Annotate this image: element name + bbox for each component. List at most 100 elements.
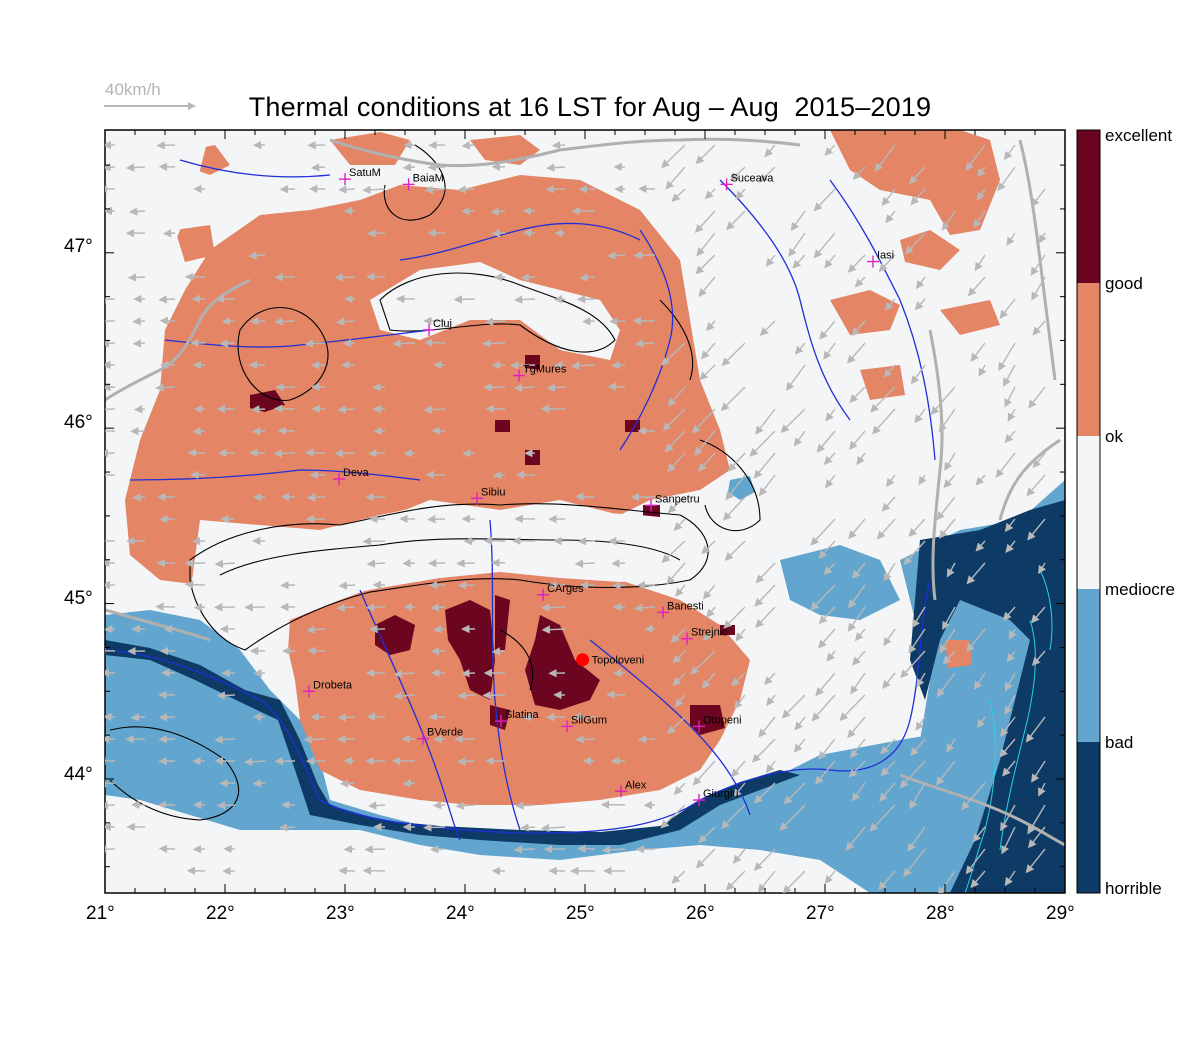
wind-arrow <box>852 650 866 666</box>
wind-arrow <box>335 317 356 326</box>
wind-arrow <box>936 760 956 786</box>
wind-arrow <box>824 144 836 156</box>
wind-arrow <box>869 804 896 832</box>
colorbar-label-excellent: excellent <box>1105 126 1173 145</box>
wind-arrow <box>1001 826 1016 855</box>
wind-arrow <box>671 188 686 202</box>
wind-arrow <box>733 694 746 710</box>
wind-arrow <box>673 782 686 795</box>
wind-arrow <box>1026 474 1046 497</box>
lon-tick-28: 28° <box>926 903 955 924</box>
wind-arrow <box>520 273 536 282</box>
wind-arrow <box>883 562 896 582</box>
wind-arrow <box>666 562 686 585</box>
wind-arrow <box>670 628 686 643</box>
wind-arrow <box>854 276 866 288</box>
region-ok-north <box>190 130 1000 270</box>
wind-arrow <box>730 166 746 182</box>
city-label: CArges <box>547 583 584 595</box>
colorbar-label-mediocre: mediocre <box>1105 580 1175 599</box>
lon-tick-23: 23° <box>326 903 355 924</box>
wind-arrow <box>607 251 626 260</box>
country-borders <box>105 137 1065 847</box>
wind-arrow <box>690 650 716 675</box>
wind-arrow <box>310 163 326 172</box>
wind-arrow <box>995 452 1016 478</box>
wind-arrow <box>903 848 926 878</box>
wind-arrow <box>306 493 326 502</box>
wind-arrow <box>793 430 806 447</box>
wind-arrow <box>966 562 986 585</box>
wind-arrow <box>908 166 926 185</box>
wind-arrow <box>915 716 926 731</box>
wind-arrow <box>675 584 686 597</box>
wind-arrow <box>698 276 716 298</box>
wind-arrow <box>484 317 506 326</box>
wind-arrow <box>910 738 926 757</box>
wind-arrow <box>216 801 236 810</box>
wind-arrow <box>1002 606 1016 621</box>
wind-arrow <box>942 606 956 631</box>
wind-arrow <box>720 804 746 829</box>
wind-arrow <box>903 540 926 566</box>
wind-arrow <box>695 254 716 275</box>
wind-arrow <box>851 562 866 579</box>
wind-arrow <box>455 801 476 810</box>
wind-arrow <box>727 452 746 472</box>
wind-arrow <box>764 144 776 158</box>
wind-arrow <box>753 782 776 804</box>
wind-arrow <box>978 364 987 377</box>
wind-arrow <box>779 804 806 831</box>
wind-arrow <box>1004 386 1016 408</box>
wind-arrow <box>883 364 896 378</box>
region-bad-east-center <box>780 545 900 620</box>
wind-arrow <box>999 738 1016 758</box>
wind-arrow <box>1006 650 1016 663</box>
wind-arrow <box>1000 716 1016 737</box>
wind-arrow <box>850 738 866 759</box>
wind-arrow <box>974 254 986 272</box>
wind-arrow <box>911 606 926 629</box>
wind-arrow <box>700 342 716 360</box>
wind-arrow <box>813 232 836 259</box>
wind-arrow <box>661 342 686 366</box>
wind-arrow <box>794 342 806 355</box>
wind-arrow <box>704 188 716 200</box>
wind-arrow <box>551 141 566 150</box>
wind-arrow <box>105 624 116 634</box>
city-label: Giurgiu <box>703 788 738 800</box>
wind-arrow <box>364 845 386 854</box>
city-drobeta: Drobeta <box>303 679 353 698</box>
wind-arrow <box>915 276 926 290</box>
wind-arrow <box>885 210 896 224</box>
wind-arrow <box>274 317 296 326</box>
wind-arrow <box>965 144 986 171</box>
wind-arrow <box>946 562 956 578</box>
wind-arrow <box>723 606 746 629</box>
wind-arrow <box>1005 540 1016 553</box>
lat-tick-46: 46° <box>64 412 93 433</box>
city-label: SilGum <box>571 714 607 726</box>
wind-arrow <box>910 188 926 206</box>
city-label: Cluj <box>433 318 452 330</box>
wind-arrow <box>1032 452 1046 469</box>
wind-arrow <box>570 361 596 370</box>
wind-arrow <box>490 207 506 216</box>
colorbar-mediocre-bad <box>1077 589 1100 742</box>
wind-arrow <box>967 276 986 297</box>
wind-arrow <box>751 738 776 763</box>
wind-arrow <box>813 188 836 212</box>
wind-arrow <box>457 691 476 700</box>
wind-arrow <box>781 694 806 719</box>
wind-arrow <box>130 713 146 722</box>
wind-arrow <box>1004 870 1016 887</box>
city-markers: SatuM BaiaM Suceava Iasi Cluj TgMures Deva Sibi… <box>303 167 894 807</box>
wind-arrow <box>937 870 956 893</box>
wind-arrow <box>273 449 296 458</box>
wind-arrow <box>392 339 416 348</box>
wind-arrow <box>513 383 536 392</box>
wind-arrow <box>694 430 716 456</box>
wind-arrow <box>824 254 836 269</box>
city-label: Suceava <box>731 172 775 184</box>
